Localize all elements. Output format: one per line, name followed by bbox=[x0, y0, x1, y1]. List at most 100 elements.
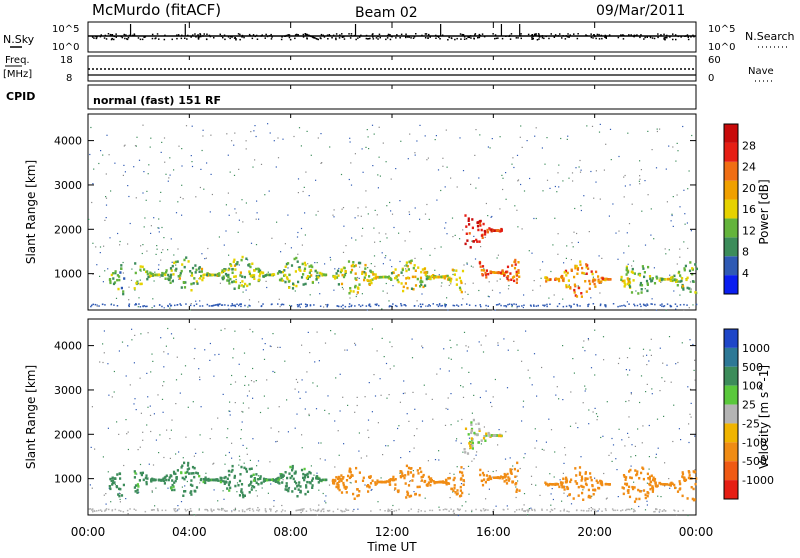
noise-point bbox=[354, 217, 356, 219]
ground-point bbox=[320, 510, 322, 513]
noise-point bbox=[485, 390, 487, 392]
echo-cell bbox=[164, 277, 167, 280]
echo-cell bbox=[262, 275, 265, 278]
noise-point bbox=[371, 488, 373, 491]
nsky-point bbox=[141, 38, 144, 41]
noise-point bbox=[683, 241, 685, 243]
ground-point bbox=[479, 304, 481, 306]
echo-cell bbox=[646, 494, 649, 498]
echo-cell bbox=[565, 476, 568, 480]
noise-point bbox=[566, 245, 568, 247]
echo-cell bbox=[372, 273, 375, 276]
echo-cell bbox=[628, 470, 631, 473]
noise-point bbox=[141, 252, 143, 255]
noise-point bbox=[163, 456, 165, 459]
noise-point bbox=[539, 285, 541, 287]
ground-point bbox=[658, 510, 661, 513]
nsky-point bbox=[306, 37, 308, 39]
echo-cell bbox=[653, 282, 657, 285]
nsky-point bbox=[372, 36, 374, 38]
echo-cell bbox=[206, 478, 209, 481]
echo-cell bbox=[408, 276, 411, 280]
echo-cell bbox=[567, 279, 570, 282]
ground-point bbox=[480, 510, 483, 512]
echo-cell bbox=[450, 487, 453, 491]
noise-point bbox=[676, 194, 678, 196]
nsky-point bbox=[517, 37, 519, 39]
ground-point bbox=[169, 303, 171, 305]
noise-point bbox=[281, 504, 283, 507]
echo-cell bbox=[495, 229, 498, 232]
echo-cell bbox=[189, 270, 192, 273]
ground-point bbox=[550, 508, 553, 511]
noise-point bbox=[357, 207, 359, 209]
ground-point bbox=[379, 509, 381, 511]
echo-cell bbox=[483, 229, 486, 233]
echo-cell bbox=[421, 280, 424, 283]
noise-point bbox=[472, 282, 474, 284]
noise-point bbox=[491, 138, 493, 140]
noise-point bbox=[107, 471, 109, 473]
ground-point bbox=[120, 510, 122, 512]
noise-point bbox=[694, 435, 696, 437]
echo-cell bbox=[625, 267, 628, 270]
noise-point bbox=[573, 372, 575, 374]
ground-point bbox=[533, 508, 536, 511]
ground-point bbox=[511, 303, 513, 306]
echo-cell bbox=[576, 268, 579, 271]
noise-point bbox=[170, 333, 173, 335]
noise-point bbox=[395, 168, 397, 170]
noise-point bbox=[137, 306, 139, 308]
echo-cell bbox=[374, 277, 377, 280]
echo-cell bbox=[551, 483, 554, 486]
echo-cell bbox=[394, 268, 397, 271]
echo-cell bbox=[348, 470, 351, 473]
echo-cell bbox=[195, 486, 199, 489]
echo-cell bbox=[430, 477, 433, 480]
echo-cell bbox=[257, 483, 260, 486]
noise-point bbox=[596, 419, 598, 421]
echo-cell bbox=[404, 482, 407, 485]
echo-cell bbox=[190, 472, 193, 475]
noise-point bbox=[199, 300, 201, 302]
echo-cell bbox=[325, 478, 328, 482]
noise-point bbox=[382, 142, 384, 144]
echo-cell bbox=[577, 485, 580, 489]
noise-point bbox=[195, 300, 197, 302]
echo-cell bbox=[228, 473, 231, 477]
echo-cell bbox=[570, 478, 573, 481]
ground-point bbox=[338, 305, 340, 308]
noise-point bbox=[399, 260, 401, 263]
nave-label: Nave bbox=[748, 66, 774, 77]
ground-point bbox=[437, 305, 440, 308]
ground-point bbox=[204, 508, 206, 511]
noise-point bbox=[160, 259, 162, 261]
echo-cell bbox=[234, 280, 238, 284]
noise-point bbox=[461, 418, 463, 421]
echo-cell bbox=[146, 270, 149, 273]
echo-cell bbox=[117, 287, 120, 291]
noise-point bbox=[517, 349, 519, 351]
ground-point bbox=[420, 305, 422, 308]
echo-cell bbox=[228, 282, 231, 285]
echo-cell bbox=[562, 277, 565, 280]
echo-cell bbox=[123, 277, 126, 280]
ground-point bbox=[179, 303, 181, 305]
noise-point bbox=[474, 154, 476, 156]
echo-cell bbox=[284, 471, 287, 474]
echo-cell bbox=[366, 484, 370, 487]
echo-cell bbox=[682, 288, 685, 291]
echo-cell bbox=[469, 444, 472, 448]
noise-point bbox=[300, 145, 302, 147]
echo-cell bbox=[581, 266, 584, 270]
noise-point bbox=[161, 226, 163, 229]
echo-cell bbox=[455, 493, 458, 496]
ground-point bbox=[605, 509, 607, 512]
noise-point bbox=[348, 178, 350, 181]
echo-cell bbox=[139, 282, 142, 286]
echo-cell bbox=[288, 286, 291, 289]
nsky-point bbox=[630, 34, 632, 36]
noise-point bbox=[148, 463, 150, 465]
noise-point bbox=[646, 364, 648, 366]
echo-cell bbox=[288, 273, 291, 277]
